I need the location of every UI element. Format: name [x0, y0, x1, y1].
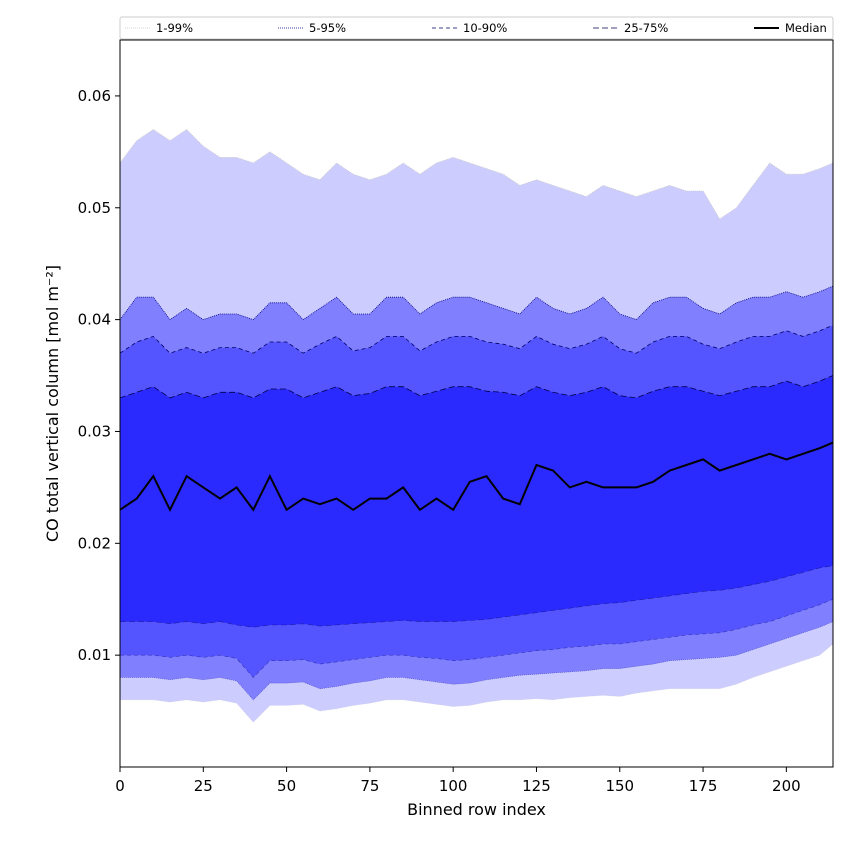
- legend-box: [119, 16, 834, 40]
- axes: [119, 39, 834, 768]
- legend: 1-99% 5-95% 10-90% 25-75% Median: [119, 16, 834, 40]
- y-tick-label: 0.02: [78, 534, 111, 552]
- band-upper-line-2: [119, 324, 834, 354]
- y-tick-label: 0.03: [78, 422, 111, 440]
- median-line: [119, 441, 834, 513]
- plot-frame: [119, 39, 834, 768]
- x-tick-label: 50: [277, 777, 296, 795]
- y-tick-label: 0.05: [78, 199, 111, 217]
- x-tick-label: 150: [605, 777, 634, 795]
- band-upper-line-3: [119, 375, 834, 399]
- x-tick-label: 25: [194, 777, 213, 795]
- band-upper-line-1: [119, 285, 834, 321]
- legend-label: 5-95%: [309, 21, 346, 35]
- band-lower-line-2: [120, 598, 834, 678]
- legend-label: 25-75%: [624, 21, 668, 35]
- y-tick-label: 0.01: [78, 646, 111, 664]
- x-tick-label: 200: [772, 777, 801, 795]
- x-axis-label: Binned row index: [407, 800, 546, 819]
- legend-label: 10-90%: [463, 21, 507, 35]
- band-lower-line-3: [120, 565, 834, 628]
- x-tick-label: 125: [522, 777, 551, 795]
- legend-label: 1-99%: [156, 21, 193, 35]
- band-areas: [119, 128, 834, 723]
- median-layer: [119, 441, 834, 513]
- y-tick-label: 0.06: [78, 87, 111, 105]
- band-area-3: [120, 375, 833, 628]
- y-tick-label: 0.04: [78, 311, 111, 329]
- x-tick-label: 100: [439, 777, 468, 795]
- y-axis-label: CO total vertical column [mol m⁻²]: [43, 265, 62, 542]
- legend-label: Median: [785, 21, 827, 35]
- x-tick-label: 175: [689, 777, 718, 795]
- x-tick-label: 75: [360, 777, 379, 795]
- band-upper-line-0: [119, 128, 834, 220]
- x-tick-label: 0: [115, 777, 125, 795]
- tick-layer: 0 25 50 75 100 125 150 175 200 0.01 0.02 0.03 0.04 0.…: [78, 87, 801, 795]
